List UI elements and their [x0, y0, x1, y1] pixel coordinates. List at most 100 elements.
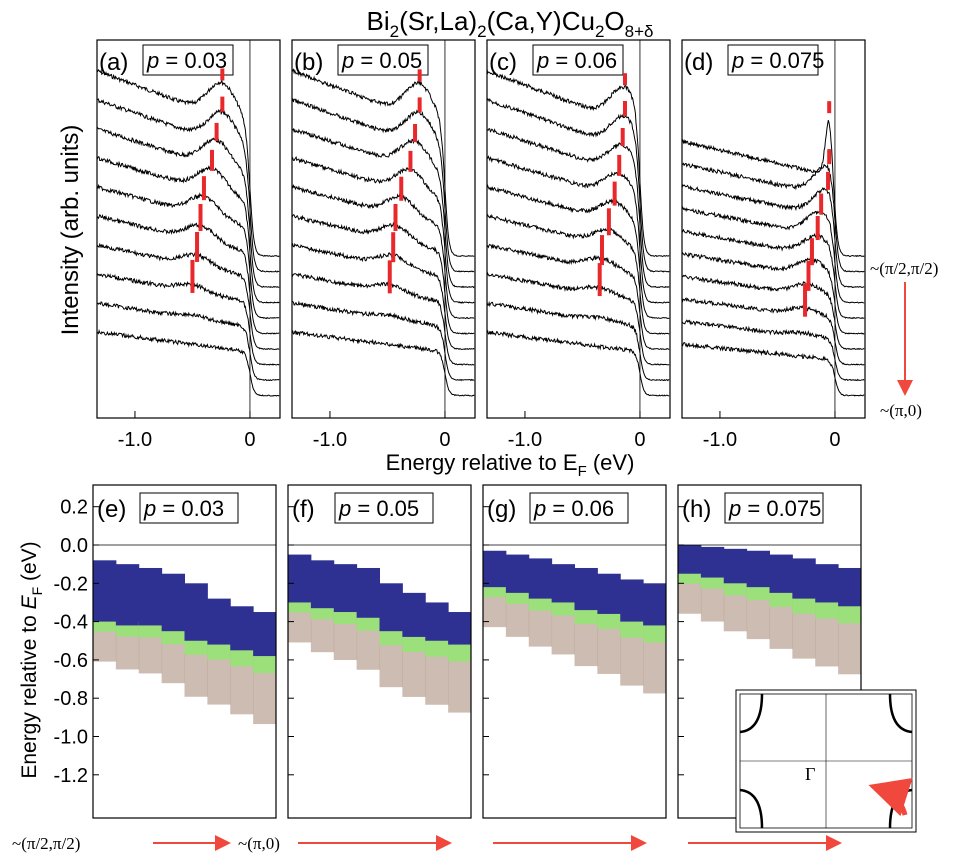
doping-label: p = 0.06 [536, 48, 617, 73]
intensity-band [288, 554, 312, 603]
panel-label: (h) [682, 496, 711, 523]
intensity-band [379, 583, 403, 632]
y-tick-label: 0.2 [60, 497, 88, 519]
intensity-band [115, 564, 140, 626]
spectrum [96, 98, 280, 273]
intensity-band [769, 554, 793, 593]
spectrum [291, 272, 475, 366]
label-box [532, 44, 624, 76]
panel-label: (d) [684, 49, 713, 76]
label-box [139, 492, 239, 524]
x-tick-label: 0 [634, 429, 645, 451]
spectrum [96, 272, 280, 366]
panel-label: (e) [97, 496, 126, 523]
spectrum [681, 319, 865, 382]
intensity-band [574, 567, 598, 611]
spectrum [291, 300, 475, 382]
intensity-band [551, 564, 575, 603]
intensity-band [425, 602, 449, 641]
y-axis-label: Energy relative to EF (eV) [18, 541, 45, 778]
cut-arrow [868, 778, 913, 817]
spectrum [291, 98, 475, 273]
intensity-fringe [425, 636, 449, 657]
spectrum [96, 301, 280, 382]
intensity-band [700, 546, 725, 578]
momentum-label: ~(π,0) [880, 401, 922, 420]
intensity-band [723, 548, 748, 584]
panel-frame [482, 484, 667, 819]
spectrum [486, 68, 670, 258]
x-axis-label: Energy relative to EF (eV) [386, 450, 635, 480]
spectrum [96, 156, 280, 304]
y-tick-label: -0.6 [54, 650, 88, 672]
intensity-band [838, 567, 862, 607]
momentum-label: ~(π/2,π/2) [870, 259, 938, 278]
spectrum [681, 274, 865, 351]
y-axis-label: Intensity (arb. units) [57, 125, 84, 336]
spectrum [96, 183, 280, 320]
intensity-fringe [746, 583, 770, 601]
spectrum [486, 243, 670, 351]
intensity-band [184, 583, 208, 641]
spectrum [486, 184, 670, 319]
spectrum [681, 297, 865, 366]
doping-label: p = 0.075 [731, 48, 824, 73]
intensity-fringe [161, 627, 185, 645]
spectrum [681, 184, 865, 289]
panel-label: (a) [99, 49, 128, 76]
spectrum [681, 206, 865, 304]
panel-label: (c) [489, 49, 517, 76]
intensity-band [138, 567, 163, 626]
x-tick-label: 0 [244, 429, 255, 451]
panel-frame [92, 484, 277, 819]
intensity-band [815, 564, 839, 603]
intensity-fringe [815, 598, 839, 619]
momentum-label: ~(π/2,π/2) [12, 834, 80, 853]
label-box [529, 492, 629, 524]
doping-label: p = 0.05 [338, 496, 419, 521]
intensity-band [356, 567, 380, 618]
intensity-band [528, 558, 553, 599]
intensity-fringe [379, 627, 403, 646]
spectrum [291, 127, 475, 289]
spectrum [96, 242, 280, 351]
spectrum [291, 68, 475, 257]
doping-label: p = 0.075 [728, 496, 821, 521]
intensity-fringe [769, 588, 793, 607]
intensity-band [792, 558, 816, 599]
intensity-fringe [838, 602, 862, 624]
intensity-fringe [448, 640, 472, 662]
panel-frame [291, 39, 476, 419]
intensity-fringe [230, 646, 254, 667]
spectrum [486, 98, 670, 273]
spectrum [487, 213, 670, 335]
x-tick-label: -1.0 [313, 429, 347, 451]
x-tick-label: -1.0 [703, 429, 737, 451]
spectrum [681, 252, 865, 335]
spectrum [486, 155, 670, 304]
spectrum [96, 213, 280, 335]
intensity-fringe [356, 613, 380, 631]
intensity-band [161, 573, 185, 632]
intensity-band [93, 560, 117, 622]
spectrum [291, 155, 475, 304]
panel-frame [96, 39, 281, 419]
spectrum [681, 228, 865, 320]
spectrum [486, 330, 670, 397]
panel-frame [486, 39, 671, 419]
inset-label: Γ [805, 764, 815, 784]
label-box [727, 44, 819, 76]
spectrum [486, 272, 670, 366]
intensity-fringe [574, 606, 598, 625]
spectrum [681, 341, 865, 397]
intensity-band [310, 560, 335, 609]
intensity-fringe [620, 617, 644, 638]
doping-label: p = 0.06 [533, 496, 614, 521]
intensity-fringe [253, 652, 277, 674]
intensity-fringe [402, 632, 426, 652]
intensity-band [643, 583, 667, 626]
y-tick-label: -0.4 [54, 612, 88, 634]
intensity-fringe [597, 609, 621, 629]
y-tick-label: 0.0 [60, 535, 88, 557]
